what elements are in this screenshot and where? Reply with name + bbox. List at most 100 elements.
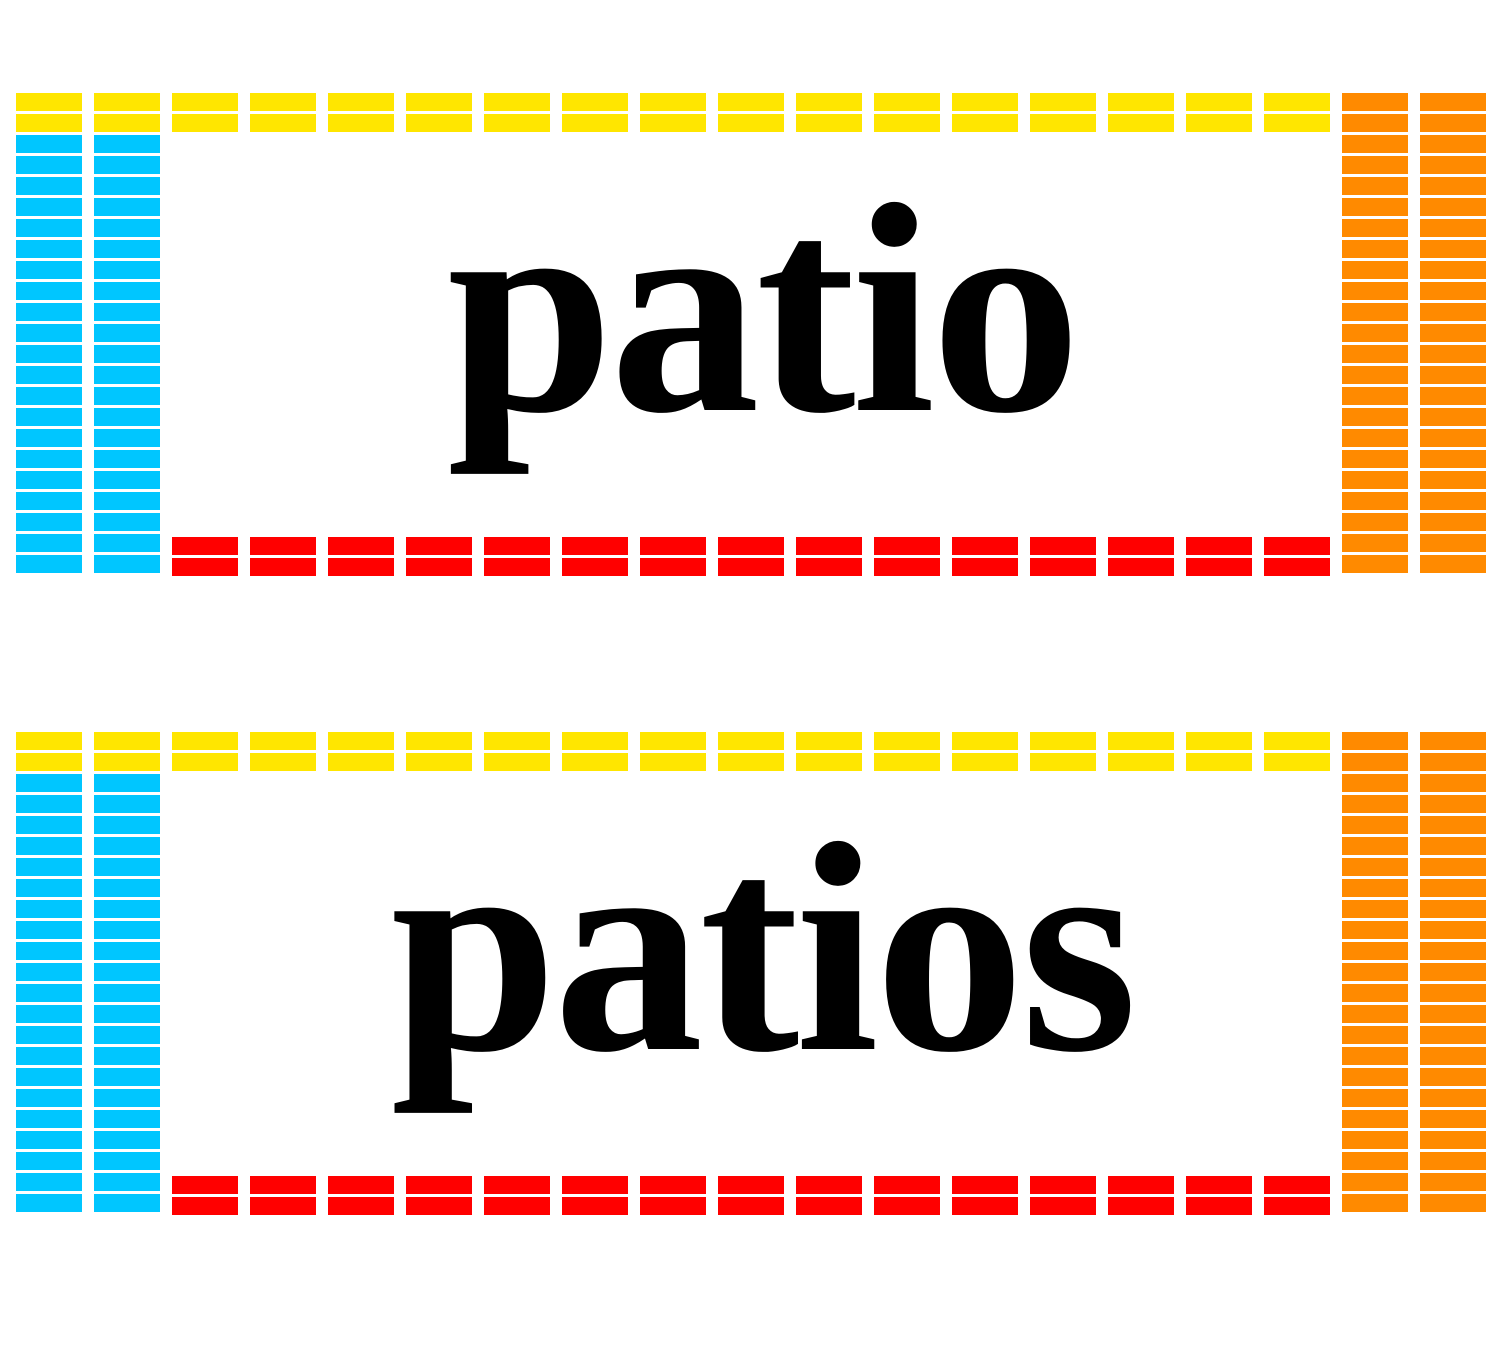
top-stripe (874, 753, 940, 771)
left-stripe (16, 450, 82, 468)
right-stripe (1420, 984, 1486, 1002)
left-stripe (94, 900, 160, 918)
top-stripe (1186, 732, 1252, 750)
left-stripe (16, 942, 82, 960)
left-stripe (94, 135, 160, 153)
right-stripe (1342, 429, 1408, 447)
left-stripe (16, 921, 82, 939)
bottom-stripe (1108, 537, 1174, 555)
right-stripe (1420, 303, 1486, 321)
top-stripe (250, 732, 316, 750)
right-stripe (1420, 240, 1486, 258)
right-stripe (1342, 816, 1408, 834)
top-stripe (718, 732, 784, 750)
left-stripe (16, 282, 82, 300)
bottom-stripe (1186, 1197, 1252, 1215)
bottom-stripe (640, 537, 706, 555)
card-2-frame (16, 732, 1493, 1215)
top-stripe (250, 93, 316, 111)
left-stripe (94, 984, 160, 1002)
top-stripe (250, 753, 316, 771)
top-stripe (406, 753, 472, 771)
top-stripe (16, 114, 82, 132)
left-stripe (16, 492, 82, 510)
bottom-stripe (874, 1176, 940, 1194)
left-stripe (94, 345, 160, 363)
bottom-stripe (1108, 558, 1174, 576)
top-stripe (16, 732, 82, 750)
right-stripe (1420, 1194, 1486, 1212)
bottom-stripe (718, 1176, 784, 1194)
left-stripe (16, 1026, 82, 1044)
left-stripe (16, 135, 82, 153)
top-stripe (1108, 753, 1174, 771)
right-stripe (1342, 555, 1408, 573)
right-stripe (1342, 774, 1408, 792)
right-stripe (1420, 366, 1486, 384)
top-stripe (16, 753, 82, 771)
left-stripe (16, 177, 82, 195)
right-stripe (1342, 471, 1408, 489)
right-stripe (1342, 219, 1408, 237)
word-card-1: patio (16, 93, 1493, 576)
left-stripe (94, 450, 160, 468)
top-stripe (1186, 114, 1252, 132)
bottom-stripe (172, 558, 238, 576)
top-stripe (328, 93, 394, 111)
bottom-stripe (562, 537, 628, 555)
left-stripe (16, 471, 82, 489)
right-stripe (1342, 1005, 1408, 1023)
bottom-stripe (640, 1176, 706, 1194)
left-stripe (16, 408, 82, 426)
bottom-stripe (718, 537, 784, 555)
left-stripe (94, 1173, 160, 1191)
card-1-word: patio (446, 143, 1081, 475)
right-stripe (1342, 534, 1408, 552)
right-stripe (1420, 858, 1486, 876)
top-stripe (1108, 732, 1174, 750)
top-stripe (250, 114, 316, 132)
left-stripe (16, 837, 82, 855)
right-stripe (1420, 408, 1486, 426)
right-stripe (1420, 219, 1486, 237)
left-stripe (16, 555, 82, 573)
bottom-stripe (796, 1176, 862, 1194)
left-stripe (16, 1173, 82, 1191)
top-stripe (640, 732, 706, 750)
right-stripe (1420, 282, 1486, 300)
bottom-stripe (562, 558, 628, 576)
left-stripe (94, 429, 160, 447)
top-stripe (874, 93, 940, 111)
left-stripe (16, 324, 82, 342)
right-stripe (1342, 324, 1408, 342)
left-stripe (16, 1110, 82, 1128)
top-stripe (952, 93, 1018, 111)
left-stripe (16, 198, 82, 216)
top-stripe (328, 114, 394, 132)
right-stripe (1420, 1131, 1486, 1149)
bottom-stripe (406, 558, 472, 576)
bottom-stripe (250, 1176, 316, 1194)
left-stripe (16, 1005, 82, 1023)
right-stripe (1342, 1173, 1408, 1191)
right-stripe (1342, 879, 1408, 897)
bottom-stripe (1186, 537, 1252, 555)
top-stripe (1030, 93, 1096, 111)
right-stripe (1342, 1026, 1408, 1044)
top-stripe (562, 93, 628, 111)
left-stripe (16, 261, 82, 279)
left-stripe (16, 1194, 82, 1212)
left-stripe (16, 963, 82, 981)
right-stripe (1420, 429, 1486, 447)
top-stripe (562, 753, 628, 771)
left-stripe (16, 1152, 82, 1170)
top-stripe (1264, 114, 1330, 132)
bottom-stripe (952, 1197, 1018, 1215)
top-stripe (796, 93, 862, 111)
word-card-2: patios (16, 732, 1493, 1215)
left-stripe (94, 408, 160, 426)
bottom-stripe (484, 537, 550, 555)
top-stripe (484, 732, 550, 750)
bottom-stripe (718, 558, 784, 576)
left-stripe (16, 366, 82, 384)
